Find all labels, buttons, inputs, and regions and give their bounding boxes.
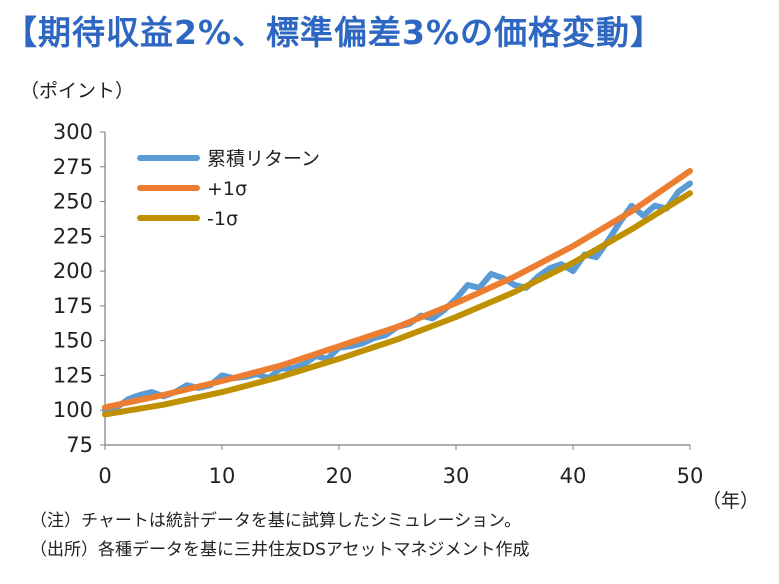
y-tick-label: 275 [53,155,93,179]
x-tick-label: 0 [98,464,111,488]
y-axis-unit-label: （ポイント） [20,80,135,102]
x-axis-unit-label: （年） [702,490,760,512]
note-text: （注）チャートは統計データを基に試算したシミュレーション。 [30,511,522,531]
x-tick-label: 50 [677,464,704,488]
y-tick-label: 100 [53,398,93,422]
y-tick-label: 125 [53,363,93,387]
legend-label: 累積リターン [207,148,320,170]
series-line-minus-1-sigma [102,190,693,418]
x-tick-label: 40 [560,464,587,488]
x-tick-label: 20 [326,464,353,488]
series-line-plus-1-sigma [102,168,693,411]
y-tick-label: 250 [53,190,93,214]
y-tick-label: 200 [53,259,93,283]
y-tick-label: 75 [66,433,93,457]
y-tick-label: 175 [53,294,93,318]
x-tick-label: 30 [443,464,470,488]
y-tick-label: 150 [53,329,93,353]
legend-label: -1σ [207,208,238,230]
y-tick-label: 225 [53,224,93,248]
legend-label: +1σ [207,178,247,200]
chart-title: 【期待収益2%、標準偏差3%の価格変動】 [4,13,665,52]
x-tick-label: 10 [209,464,236,488]
y-tick-label: 300 [53,120,93,144]
source-text: （出所）各種データを基に三井住友DSアセットマネジメント作成 [30,540,530,560]
